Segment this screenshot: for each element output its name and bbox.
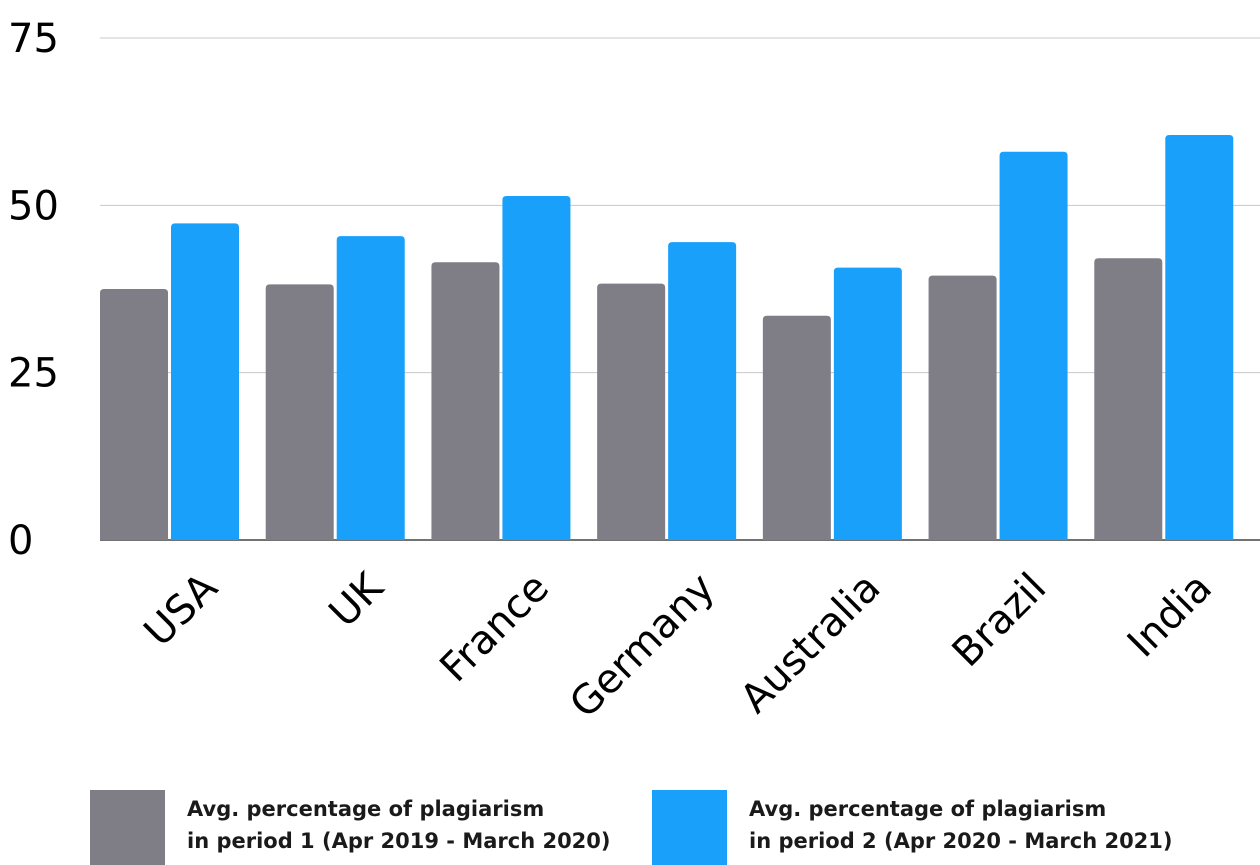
legend-swatch-period-1 (90, 790, 165, 865)
bar-india-period-1 (1094, 258, 1163, 540)
bar-germany-period-1 (597, 283, 666, 540)
bar-germany-period-2 (668, 242, 737, 540)
y-tick-label: 25 (8, 351, 59, 397)
bar-brazil-period-2 (999, 151, 1068, 540)
legend-swatch-period-2 (652, 790, 727, 865)
bar-brazil-period-1 (928, 275, 997, 540)
bar-france-period-1 (431, 262, 500, 540)
legend-item-period-1: Avg. percentage of plagiarism in period … (90, 790, 611, 865)
bar-france-period-2 (502, 195, 571, 541)
bars (100, 135, 1234, 541)
x-tick-label-usa: USA (136, 564, 228, 656)
bar-australia-period-2 (833, 267, 902, 540)
legend-item-period-2: Avg. percentage of plagiarism in period … (652, 790, 1173, 865)
bar-chart: 0 25 50 75 USA UK France Germany Australia Brazi… (8, 16, 1260, 727)
legend-label-period-2: Avg. percentage of plagiarism in period … (749, 797, 1173, 853)
bar-usa-period-2 (171, 223, 239, 540)
y-tick-label: 0 (8, 518, 33, 564)
bar-australia-period-1 (762, 315, 831, 540)
y-tick-label: 50 (8, 183, 59, 229)
x-tick-label-germany: Germany (561, 565, 724, 728)
bar-uk-period-1 (265, 284, 334, 540)
legend-label-period-1: Avg. percentage of plagiarism in period … (187, 797, 611, 853)
bar-india-period-2 (1165, 135, 1234, 540)
bar-usa-period-1 (100, 289, 168, 540)
x-tick-label-brazil: Brazil (944, 565, 1055, 676)
x-tick-label-france: France (431, 565, 558, 692)
bar-uk-period-2 (336, 236, 405, 540)
x-axis-categories: USA UK France Germany Australia Brazil India (136, 563, 1221, 727)
y-tick-label: 75 (8, 16, 59, 62)
x-tick-label-australia: Australia (732, 565, 890, 723)
y-axis-ticks: 0 25 50 75 (8, 16, 59, 564)
x-tick-label-india: India (1119, 565, 1221, 667)
x-tick-label-uk: UK (321, 563, 394, 636)
